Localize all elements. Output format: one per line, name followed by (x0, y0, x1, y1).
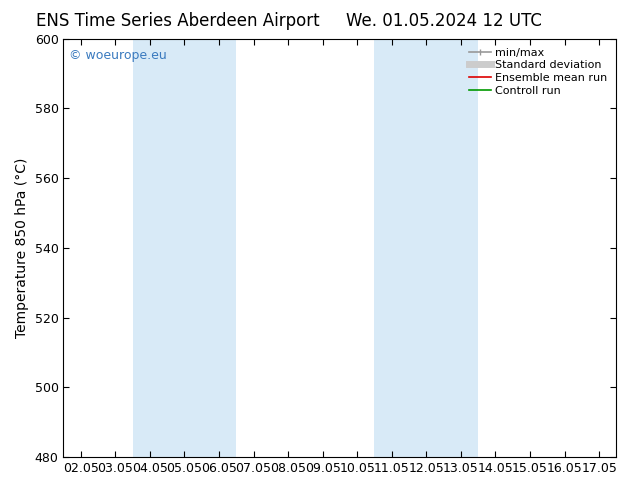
Text: We. 01.05.2024 12 UTC: We. 01.05.2024 12 UTC (346, 12, 541, 30)
Y-axis label: Temperature 850 hPa (°C): Temperature 850 hPa (°C) (15, 158, 29, 338)
Text: ENS Time Series Aberdeen Airport: ENS Time Series Aberdeen Airport (36, 12, 320, 30)
Text: © woeurope.eu: © woeurope.eu (69, 49, 167, 62)
Legend: min/max, Standard deviation, Ensemble mean run, Controll run: min/max, Standard deviation, Ensemble me… (465, 44, 611, 99)
Bar (375, 39, 478, 457)
Bar (133, 39, 236, 457)
